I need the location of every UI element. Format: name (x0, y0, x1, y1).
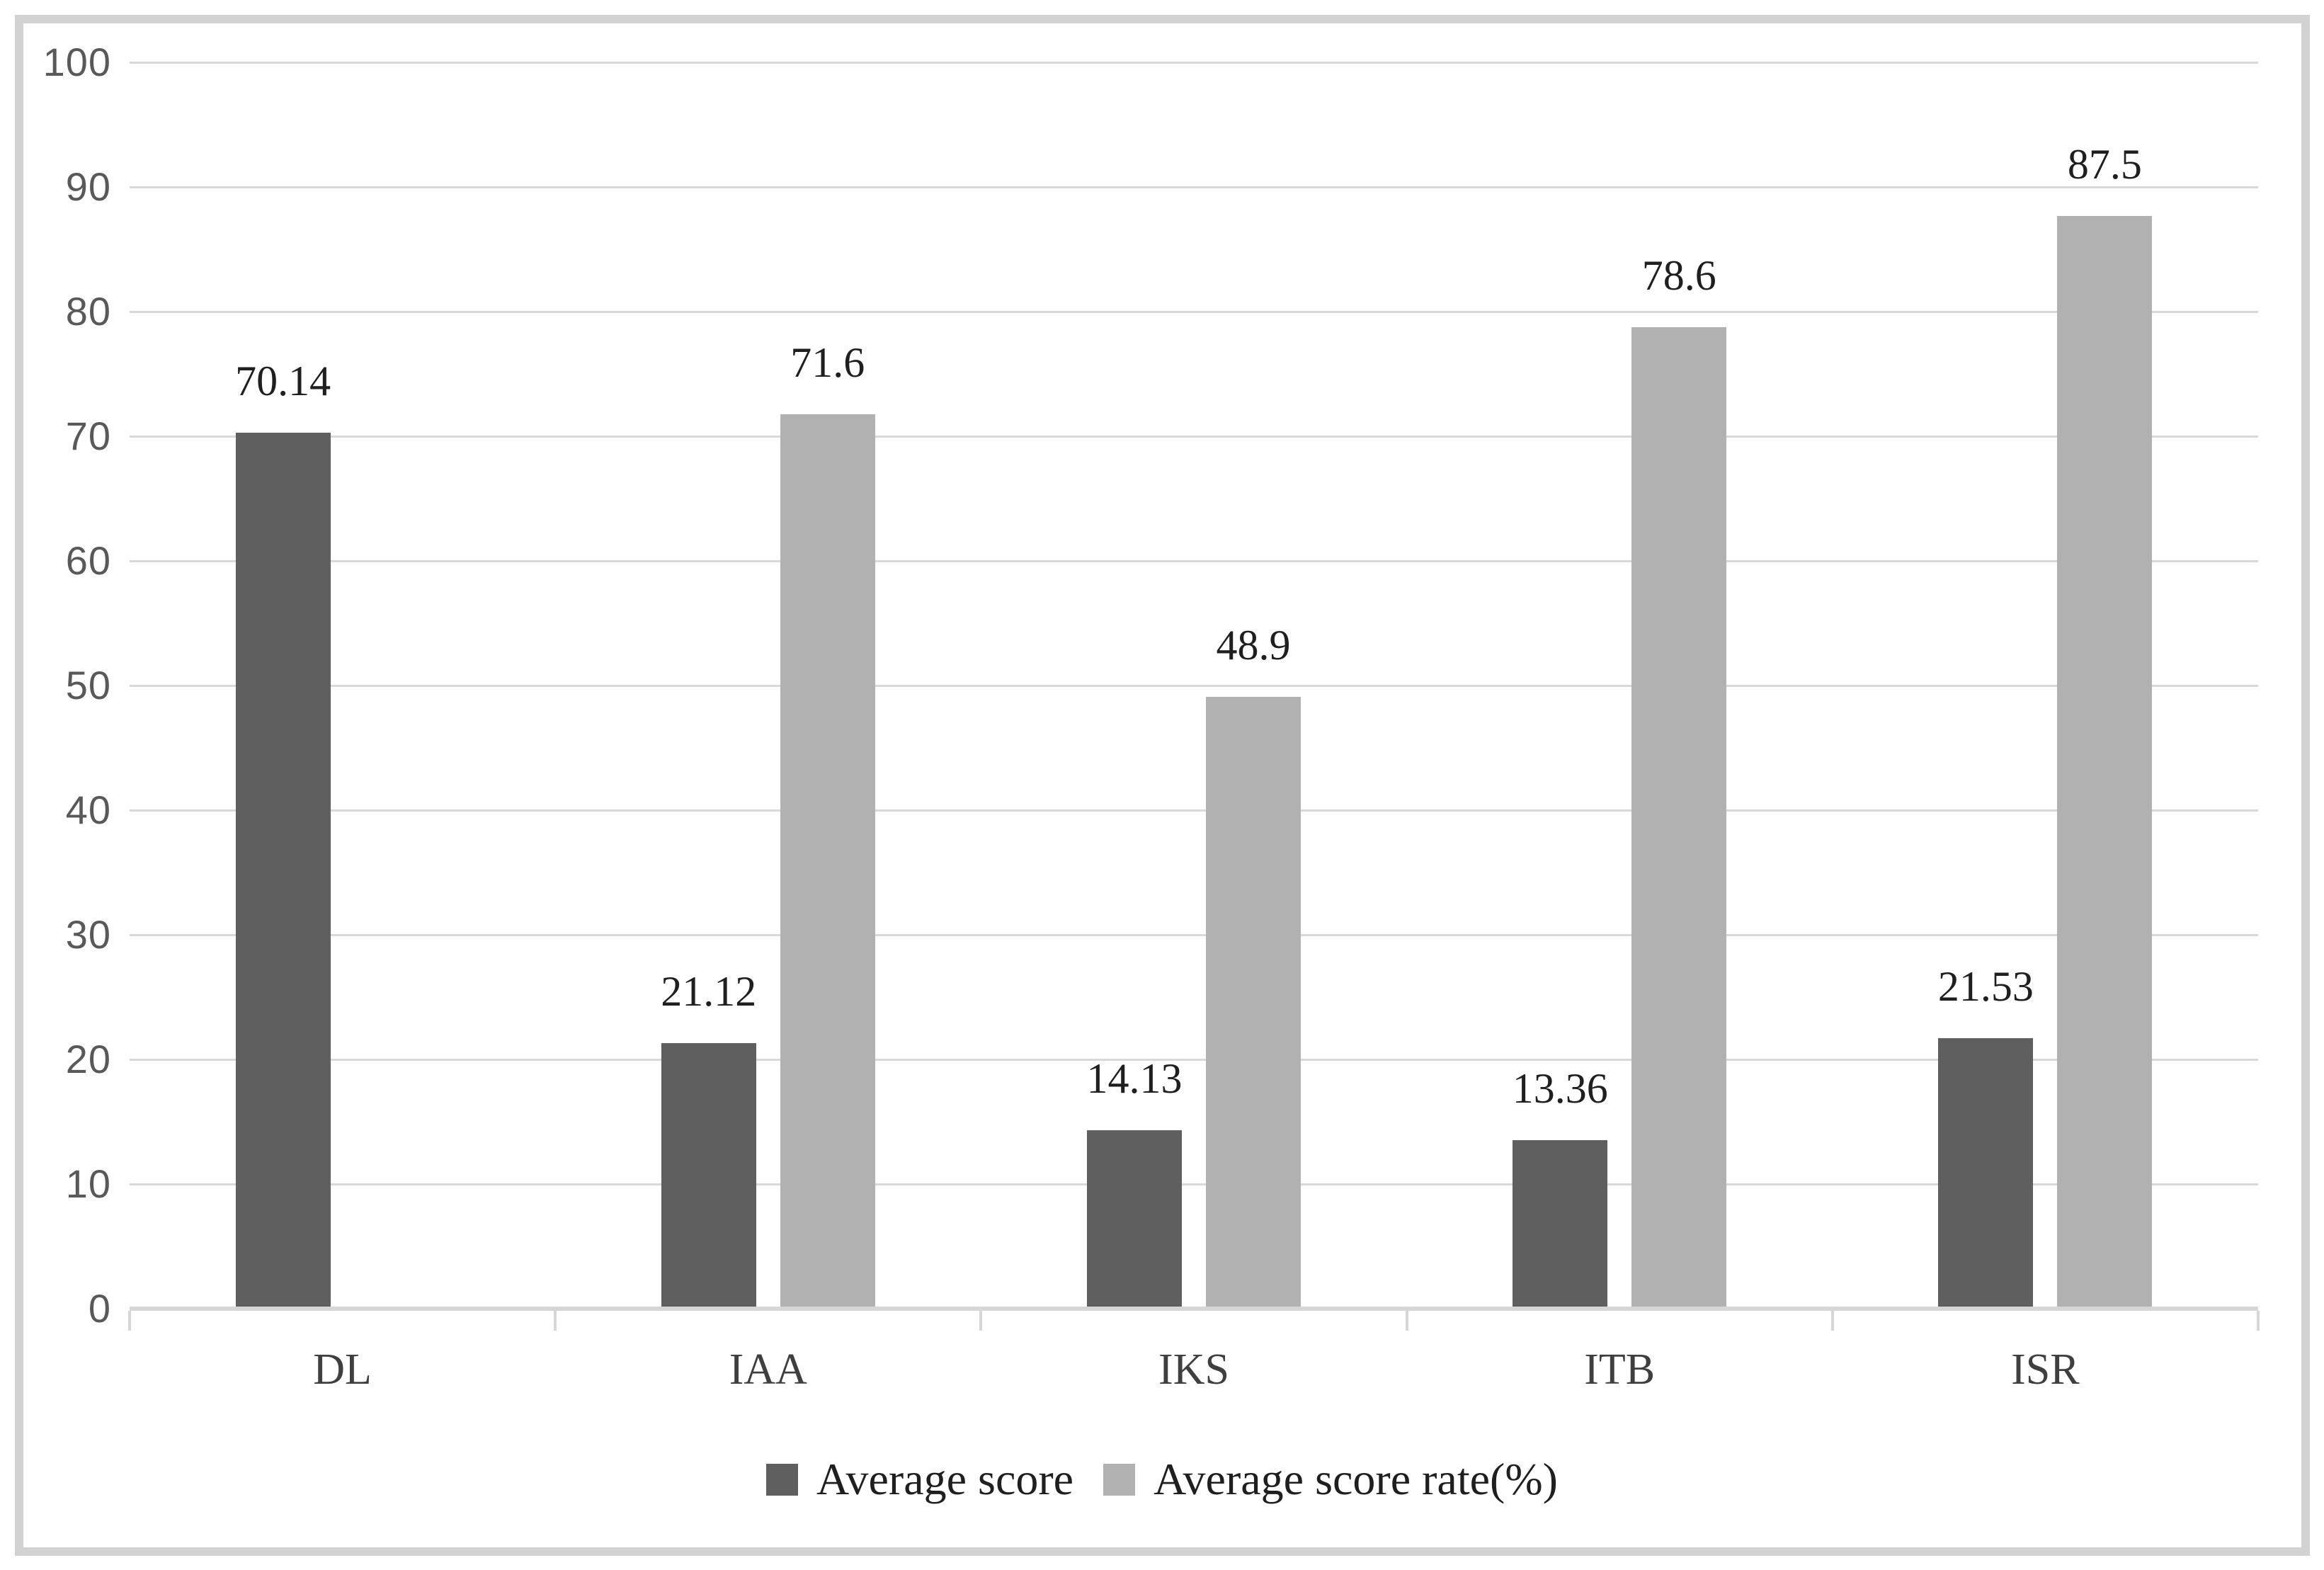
gridline-y-60 (130, 559, 2258, 562)
bar-isr-rate (2057, 216, 2153, 1307)
bar-value-label: 14.13 (1086, 1055, 1183, 1103)
bar-value-label: 87.5 (2067, 141, 2142, 188)
bar-value-label: 70.14 (235, 357, 331, 404)
legend-item-average-score-rate: Average score rate(%) (1103, 1456, 1558, 1503)
legend: Average score Average score rate(%) (0, 1456, 2324, 1503)
gridline-y-50 (130, 684, 2258, 687)
y-axis-tick-label: 20 (65, 1037, 111, 1081)
bar-iks-score (1087, 1130, 1182, 1307)
category-label-itb: ITB (1584, 1346, 1656, 1394)
x-axis-tick (1830, 1311, 1834, 1331)
category-label-iks: IKS (1158, 1346, 1229, 1394)
y-axis-tick-label: 60 (65, 538, 111, 583)
gridline-y-70 (130, 435, 2258, 438)
y-axis-tick-label: 40 (65, 787, 111, 832)
category-label-dl: DL (313, 1346, 372, 1394)
bar-iks-rate (1206, 697, 1301, 1307)
bar-dl-score (235, 432, 331, 1307)
y-axis-tick-label: 50 (65, 663, 111, 707)
bar-value-label: 13.36 (1512, 1064, 1608, 1112)
bar-value-label: 78.6 (1641, 251, 1716, 299)
bar-value-label: 71.6 (790, 339, 865, 386)
gridline-y-80 (130, 310, 2258, 313)
y-axis-tick-label: 90 (65, 164, 111, 209)
bar-value-label: 21.12 (661, 968, 757, 1016)
bar-isr-score (1938, 1038, 2034, 1307)
y-axis-tick-label: 100 (42, 40, 111, 84)
gridline-y-100 (130, 61, 2258, 64)
y-axis-tick-label: 30 (65, 912, 111, 957)
bar-value-label: 48.9 (1216, 622, 1291, 669)
legend-marker-icon (1103, 1463, 1136, 1496)
gridline-y-90 (130, 186, 2258, 188)
bar-iaa-rate (780, 414, 875, 1307)
x-axis-line (130, 1307, 2258, 1311)
legend-label: Average score (816, 1454, 1074, 1504)
category-label-isr: ISR (2011, 1346, 2080, 1394)
bar-iaa-score (661, 1043, 756, 1307)
x-axis-tick (554, 1311, 557, 1331)
x-axis-tick (2257, 1311, 2260, 1331)
x-axis-tick (128, 1311, 131, 1331)
gridline-y-10 (130, 1183, 2258, 1185)
legend-item-average-score: Average score (766, 1456, 1073, 1503)
gridline-y-30 (130, 933, 2258, 936)
y-axis-tick-label: 0 (88, 1286, 111, 1331)
gridline-y-20 (130, 1058, 2258, 1061)
y-axis-tick-label: 80 (65, 289, 111, 334)
legend-marker-icon (766, 1463, 799, 1496)
gridline-y-40 (130, 809, 2258, 812)
y-axis-tick-label: 10 (65, 1161, 111, 1206)
y-axis-tick-label: 70 (65, 414, 111, 458)
x-axis-tick (979, 1311, 983, 1331)
legend-label: Average score rate(%) (1154, 1454, 1558, 1504)
bar-value-label: 21.53 (1937, 963, 2034, 1011)
category-label-iaa: IAA (729, 1346, 807, 1394)
bar-itb-score (1513, 1139, 1608, 1307)
x-axis-tick (1405, 1311, 1408, 1331)
bar-itb-rate (1631, 326, 1727, 1307)
